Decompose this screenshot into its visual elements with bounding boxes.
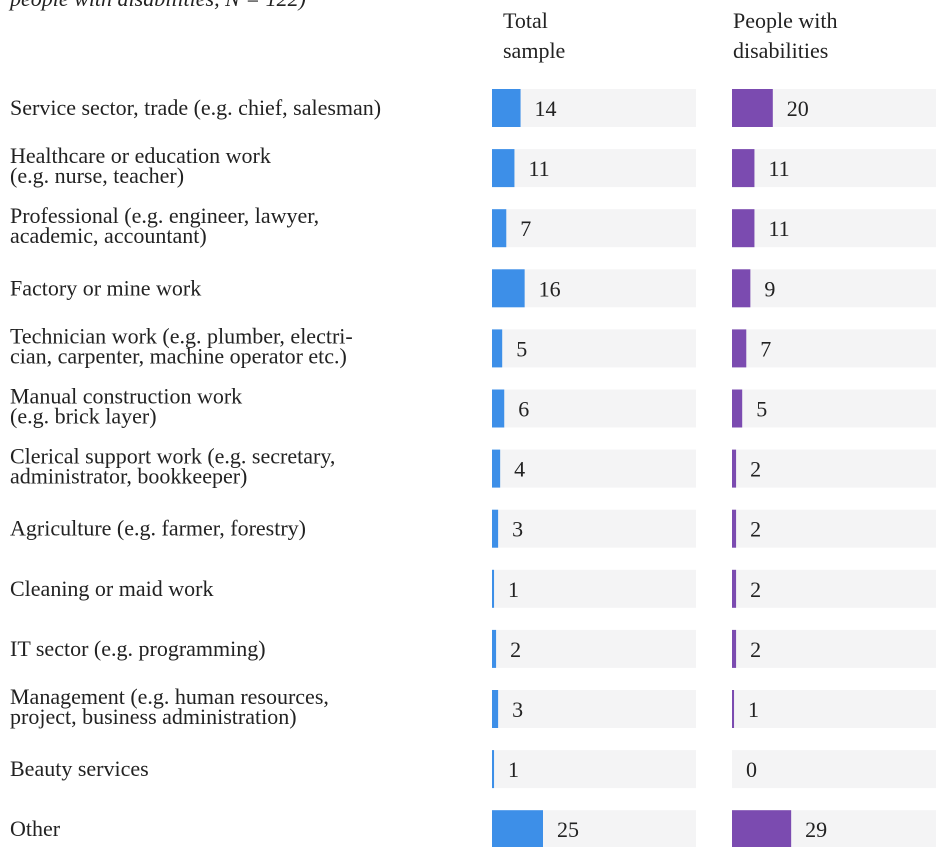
bar (492, 750, 495, 789)
bar (492, 89, 521, 127)
bar (492, 629, 497, 668)
bar-track (732, 209, 936, 248)
bar-track (492, 89, 696, 127)
category-label: Beauty services (10, 756, 149, 781)
bar-track (492, 209, 696, 248)
value-label: 0 (746, 757, 757, 782)
value-label: 3 (512, 517, 523, 542)
bar (732, 810, 792, 847)
value-label: 6 (518, 397, 529, 422)
bar (732, 509, 737, 548)
category-label: Factory or mine work (10, 275, 201, 300)
value-label: 5 (516, 336, 527, 361)
bar (492, 690, 499, 728)
bar (732, 389, 743, 428)
category-label: Agriculture (e.g. farmer, forestry) (10, 516, 306, 541)
bar-track (732, 750, 936, 789)
category-label: Other (10, 816, 61, 841)
bar (492, 509, 499, 548)
bar-track (732, 569, 936, 608)
bar (492, 329, 503, 368)
bar-track (732, 629, 936, 668)
value-label: 16 (539, 276, 561, 301)
bar-track (732, 389, 936, 428)
bar (732, 89, 773, 127)
value-label: 2 (750, 577, 761, 602)
value-label: 2 (750, 517, 761, 542)
value-label: 1 (508, 577, 519, 602)
bar-track (492, 389, 696, 428)
bar-track (492, 750, 696, 789)
value-label: 5 (756, 397, 767, 422)
bar (492, 269, 525, 308)
bar-track (492, 629, 696, 668)
column-header: Total sample (503, 8, 565, 63)
value-label: 25 (557, 817, 579, 842)
bar (732, 329, 747, 368)
bar-track (732, 269, 936, 308)
category-label: Cleaning or maid work (10, 576, 213, 601)
bar-track (492, 269, 696, 308)
value-label: 29 (805, 817, 827, 842)
value-label: 2 (750, 457, 761, 482)
value-label: 3 (512, 697, 523, 722)
bar-track (732, 509, 936, 548)
bar-track (732, 690, 936, 728)
bar (732, 269, 751, 308)
category-label: Technician work (e.g. plumber, electri-c… (10, 323, 353, 368)
bar-track (492, 509, 696, 548)
bar-track (492, 690, 696, 728)
bar (492, 449, 501, 488)
value-label: 9 (764, 276, 775, 301)
bar (732, 149, 755, 188)
bar (492, 149, 515, 188)
category-label: Management (e.g. human resources, project… (10, 684, 329, 729)
column-header: People with disabilities (733, 8, 838, 63)
value-label: 7 (520, 216, 531, 241)
category-label: IT sector (e.g. programming) (10, 636, 266, 661)
bar-track (492, 149, 696, 188)
category-label: Manual construction work (e.g. brick laye… (10, 384, 242, 429)
bar (492, 569, 495, 608)
value-label: 11 (768, 216, 789, 241)
bar (732, 209, 755, 248)
chart-title: people with disabilities, N = 122) (8, 0, 306, 11)
category-label: Service sector, trade (e.g. chief, sales… (10, 95, 381, 120)
value-label: 1 (748, 697, 759, 722)
bar-track (732, 449, 936, 488)
value-label: 1 (508, 757, 519, 782)
value-label: 11 (768, 156, 789, 181)
value-label: 7 (760, 336, 771, 361)
bar-track (732, 149, 936, 188)
category-label: Healthcare or education work (e.g. nurse,… (10, 143, 271, 188)
bar (732, 569, 737, 608)
value-label: 20 (787, 96, 809, 121)
bar (732, 690, 735, 728)
value-label: 2 (750, 637, 761, 662)
value-label: 2 (510, 637, 521, 662)
bar (732, 449, 737, 488)
value-label: 11 (528, 156, 549, 181)
bar (492, 389, 505, 428)
bar-track (492, 449, 696, 488)
value-label: 4 (514, 457, 525, 482)
value-label: 14 (535, 96, 557, 121)
category-label: Professional (e.g. engineer, lawyer, acad… (10, 203, 319, 248)
bar (492, 810, 543, 847)
bar (492, 209, 507, 248)
bar-track (732, 329, 936, 368)
bar-track (492, 569, 696, 608)
bar (732, 629, 737, 668)
category-label: Clerical support work (e.g. secretary, ad… (10, 444, 335, 489)
bar-track (492, 329, 696, 368)
